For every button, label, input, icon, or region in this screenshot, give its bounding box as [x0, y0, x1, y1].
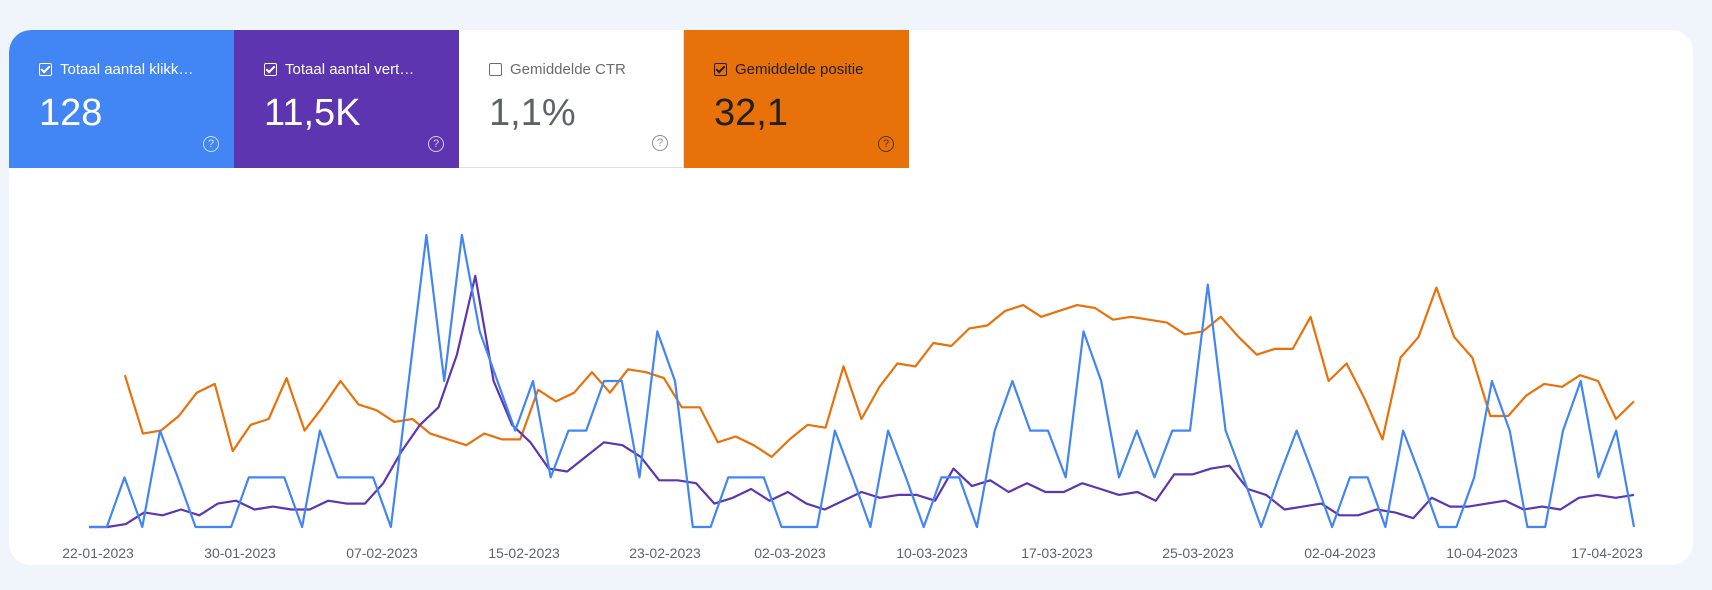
performance-card: Totaal aantal klikk… 128 ? Totaal aantal… — [9, 30, 1693, 565]
x-tick-label: 17-04-2023 — [1571, 545, 1643, 560]
tile-average-position[interactable]: Gemiddelde positie 32,1 ? — [684, 30, 909, 168]
checkbox-unchecked-icon[interactable] — [489, 63, 502, 76]
checkbox-checked-icon[interactable] — [714, 63, 727, 76]
x-tick-label: 25-03-2023 — [1162, 545, 1234, 560]
tile-value: 11,5K — [264, 92, 361, 134]
series-layer — [89, 233, 1636, 529]
tile-value: 32,1 — [714, 92, 788, 134]
checkbox-checked-icon[interactable] — [39, 63, 52, 76]
x-axis-ticks: 22-01-2023 30-01-2023 07-02-2023 15-02-2023… — [62, 545, 1643, 560]
tile-header: Totaal aantal vert… — [264, 61, 414, 78]
x-tick-label: 23-02-2023 — [629, 545, 701, 560]
tile-total-impressions[interactable]: Totaal aantal vert… 11,5K ? — [234, 30, 459, 168]
x-tick-label: 30-01-2023 — [204, 545, 276, 560]
help-icon[interactable]: ? — [878, 136, 894, 152]
checkbox-checked-icon[interactable] — [264, 63, 277, 76]
x-tick-label: 17-03-2023 — [1021, 545, 1093, 560]
tile-label: Totaal aantal klikk… — [60, 61, 194, 78]
tile-label: Gemiddelde CTR — [510, 61, 626, 78]
tile-value: 1,1% — [489, 92, 576, 134]
series-line-impressions — [89, 274, 1635, 529]
tile-label: Gemiddelde positie — [735, 61, 864, 78]
x-tick-label: 10-03-2023 — [896, 545, 968, 560]
tile-header: Totaal aantal klikk… — [39, 61, 193, 78]
help-icon[interactable]: ? — [428, 136, 444, 152]
tile-value: 128 — [39, 92, 103, 134]
x-tick-label: 02-04-2023 — [1304, 545, 1376, 560]
tile-total-clicks[interactable]: Totaal aantal klikk… 128 ? — [9, 30, 234, 168]
x-tick-label: 10-04-2023 — [1446, 545, 1518, 560]
x-tick-label: 07-02-2023 — [346, 545, 418, 560]
x-tick-label: 02-03-2023 — [754, 545, 826, 560]
tile-header: Gemiddelde CTR — [489, 61, 626, 78]
metric-tiles: Totaal aantal klikk… 128 ? Totaal aantal… — [9, 30, 909, 168]
performance-line-chart: 22-01-2023 30-01-2023 07-02-2023 15-02-2023… — [62, 233, 1643, 560]
tile-header: Gemiddelde positie — [714, 61, 863, 78]
x-tick-label: 22-01-2023 — [62, 545, 134, 560]
tile-label: Totaal aantal vert… — [285, 61, 415, 78]
series-line-clicks — [89, 233, 1636, 529]
help-icon[interactable]: ? — [652, 135, 668, 151]
tile-average-ctr[interactable]: Gemiddelde CTR 1,1% ? — [459, 30, 684, 168]
series-line-position — [123, 286, 1635, 458]
x-tick-label: 15-02-2023 — [488, 545, 560, 560]
help-icon[interactable]: ? — [203, 136, 219, 152]
